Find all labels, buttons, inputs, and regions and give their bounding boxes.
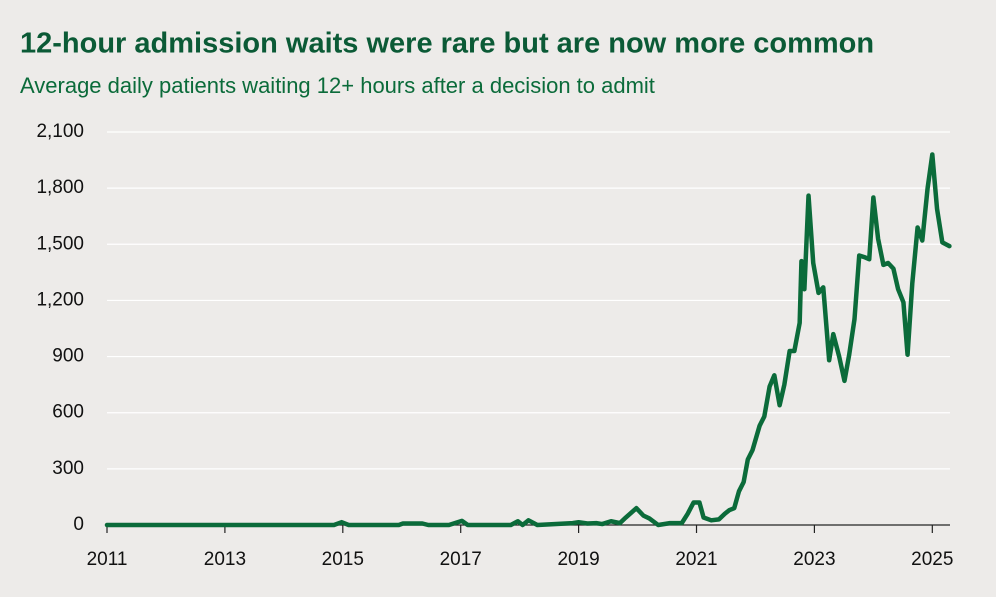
chart-title: 12-hour admission waits were rare but ar… — [20, 28, 874, 60]
x-tick-label: 2023 — [793, 549, 835, 570]
y-tick-label: 1,500 — [36, 233, 84, 254]
x-tick-label: 2021 — [675, 549, 717, 570]
y-tick-label: 0 — [73, 514, 84, 535]
y-tick-label: 2,100 — [36, 121, 84, 142]
x-tick-label: 2011 — [87, 549, 128, 570]
x-tick-label: 2025 — [911, 549, 953, 570]
y-tick-label: 300 — [52, 458, 84, 479]
x-tick-label: 2019 — [557, 549, 599, 570]
chart-subtitle: Average daily patients waiting 12+ hours… — [20, 73, 655, 98]
y-tick-label: 1,200 — [36, 289, 84, 310]
y-tick-label: 900 — [52, 346, 84, 367]
y-tick-label: 1,800 — [36, 177, 84, 198]
x-tick-label: 2015 — [322, 549, 364, 570]
x-tick-label: 2017 — [440, 549, 482, 570]
x-tick-label: 2013 — [204, 549, 246, 570]
data-line — [104, 152, 952, 528]
y-tick-label: 600 — [52, 402, 84, 423]
